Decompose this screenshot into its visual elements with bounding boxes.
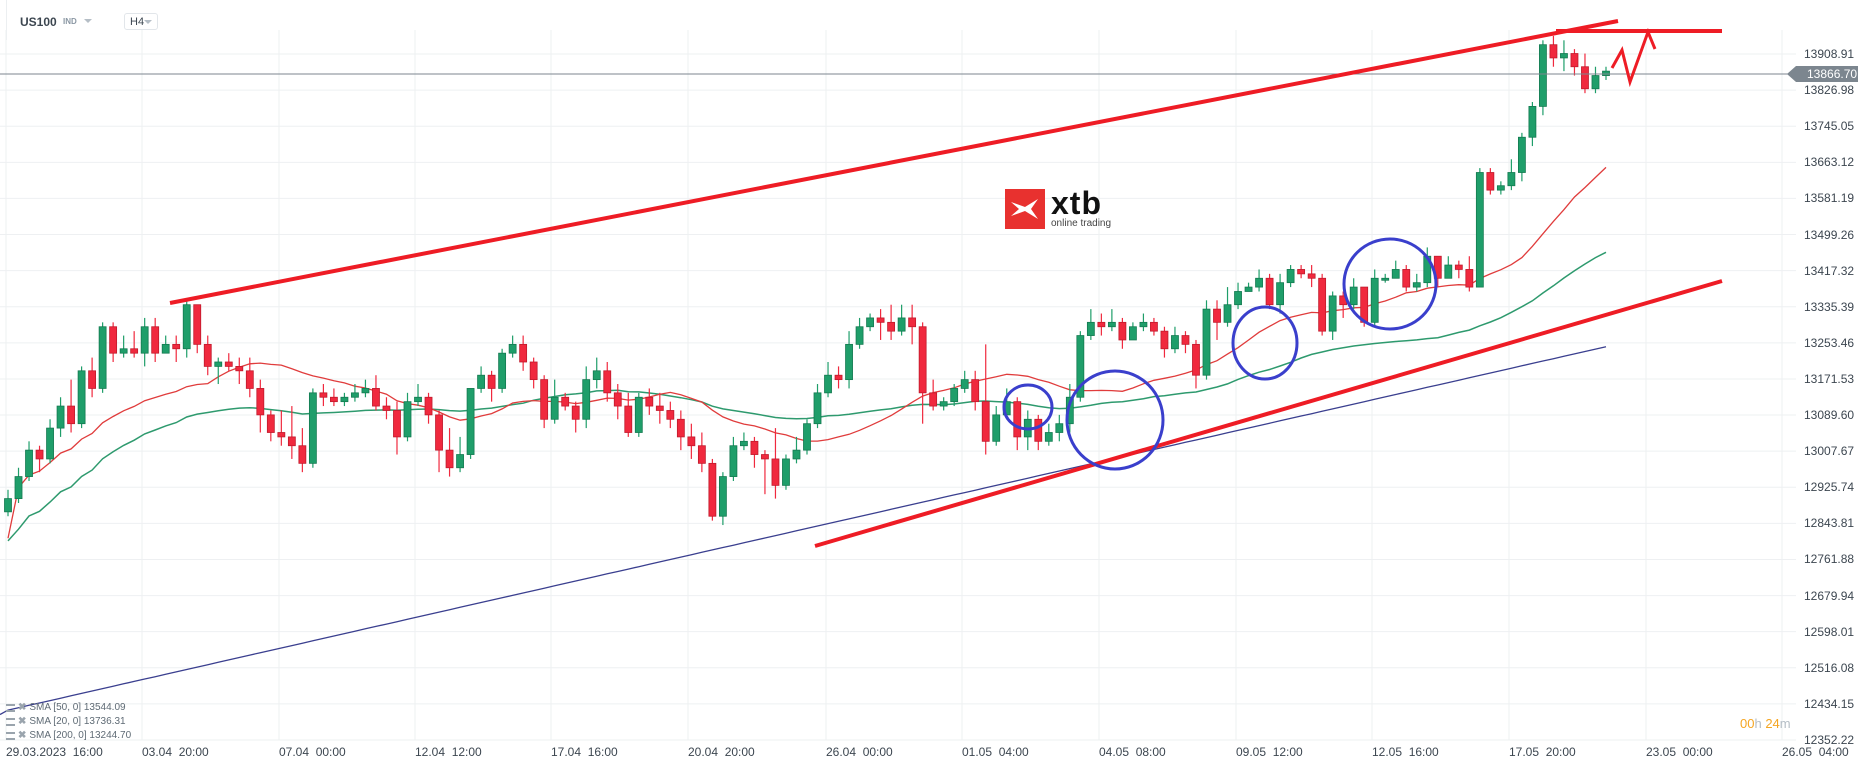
settings-icon[interactable] — [6, 703, 15, 712]
legend-label: SMA [200, 0] 13244.70 — [29, 730, 132, 741]
symbol-type-label: IND — [63, 17, 77, 26]
price-tick-label: 12434.15 — [1804, 696, 1855, 711]
pullback-circle — [1065, 369, 1165, 471]
price-tick-label: 12679.94 — [1804, 588, 1855, 603]
pullback-circle — [1002, 383, 1054, 431]
logo-brand: xtb — [1051, 185, 1102, 221]
price-tick-label: 13171.53 — [1804, 371, 1855, 386]
price-tick-label: 13335.39 — [1804, 299, 1855, 314]
symbol-label[interactable]: US100 — [20, 15, 57, 29]
price-tick-label: 12761.88 — [1804, 552, 1855, 567]
chevron-down-icon — [144, 20, 152, 24]
time-tick-label: 29.03.2023 16:00 — [6, 745, 103, 759]
pullback-circle — [1231, 305, 1299, 381]
time-tick-label: 17.04 16:00 — [551, 745, 618, 759]
legend-sma50[interactable]: ✖ SMA [50, 0] 13544.09 — [6, 702, 126, 713]
price-tick-label: 13499.26 — [1804, 227, 1855, 242]
legend-sma20[interactable]: ✖ SMA [20, 0] 13736.31 — [6, 716, 126, 727]
settings-icon[interactable] — [6, 731, 15, 740]
legend-label: SMA [50, 0] 13544.09 — [29, 702, 126, 713]
price-tick-label: 13417.32 — [1804, 263, 1855, 278]
drawings[interactable] — [169, 19, 1723, 548]
price-tick-label: 13581.19 — [1804, 191, 1855, 206]
time-tick-label: 09.05 12:00 — [1236, 745, 1303, 759]
sma-lines — [0, 166, 1607, 716]
price-tick-label: 13908.91 — [1804, 47, 1855, 61]
channel-lower-trendline — [814, 279, 1723, 548]
pullback-circle — [1342, 237, 1438, 331]
price-tick-label: 13826.98 — [1804, 83, 1855, 98]
time-tick-label: 23.05 00:00 — [1646, 745, 1713, 759]
legend-sma200[interactable]: ✖ SMA [200, 0] 13244.70 — [6, 730, 131, 741]
time-tick-label: 07.04 00:00 — [279, 745, 346, 759]
timeframe-value: H4 — [130, 16, 145, 28]
close-icon[interactable]: ✖ — [18, 716, 27, 727]
chevron-down-icon[interactable] — [84, 19, 92, 23]
channel-upper-trendline — [169, 19, 1619, 305]
price-tick-label: 12598.01 — [1804, 624, 1855, 639]
price-tick-label: 12925.74 — [1804, 480, 1855, 495]
candle-countdown: 00h 24m — [1740, 716, 1791, 731]
divider — [6, 0, 7, 40]
timeframe-select[interactable]: H4 — [124, 13, 158, 30]
time-tick-label: 01.05 04:00 — [962, 745, 1029, 759]
projection-zigzag — [1610, 27, 1657, 88]
xtb-logo-icon — [1005, 189, 1045, 229]
price-tick-label: 12352.22 — [1804, 733, 1855, 747]
time-tick-label: 26.05 04:00 — [1782, 745, 1849, 759]
time-tick-label: 20.04 20:00 — [688, 745, 755, 759]
legend-label: SMA [20, 0] 13736.31 — [29, 716, 126, 727]
price-tick-label: 13745.05 — [1804, 119, 1855, 134]
price-tick-label: 13663.12 — [1804, 155, 1855, 170]
chart-toolbar: US100 IND H4 — [0, 0, 1866, 40]
time-tick-label: 04.05 08:00 — [1099, 745, 1166, 759]
settings-icon[interactable] — [6, 717, 15, 726]
candlesticks — [4, 35, 1610, 526]
price-tick-label: 12516.08 — [1804, 660, 1855, 675]
price-tick-label: 13253.46 — [1804, 335, 1855, 350]
time-tick-label: 17.05 20:00 — [1509, 745, 1576, 759]
time-tick-label: 26.04 00:00 — [826, 745, 893, 759]
time-tick-label: 12.04 12:00 — [415, 745, 482, 759]
xtb-logo: xtb online trading — [1005, 185, 1112, 229]
close-icon[interactable]: ✖ — [18, 702, 27, 713]
close-icon[interactable]: ✖ — [18, 730, 27, 741]
price-tick-label: 13007.67 — [1804, 444, 1855, 459]
time-tick-label: 03.04 20:00 — [142, 745, 209, 759]
current-price-tag: 13866.70 — [1787, 66, 1858, 82]
gridlines — [0, 30, 1796, 741]
price-tick-label: 12843.81 — [1804, 516, 1855, 531]
price-tick-label: 13089.60 — [1804, 408, 1855, 423]
time-tick-label: 12.05 16:00 — [1372, 745, 1439, 759]
logo-tagline: online trading — [1051, 218, 1112, 229]
